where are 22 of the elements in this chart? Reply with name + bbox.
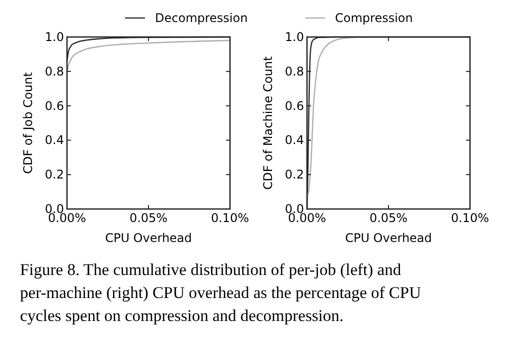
x-tick-label: 0.10% bbox=[450, 211, 490, 225]
x-tick-label: 0.05% bbox=[129, 211, 168, 225]
y-tick-label: 1.0 bbox=[44, 30, 64, 44]
y-tick-label: 0.4 bbox=[44, 133, 64, 148]
legend-label: Decompression bbox=[155, 11, 248, 25]
y-tick-label: 0.8 bbox=[44, 64, 64, 78]
y-tick-label: 0.2 bbox=[284, 168, 304, 182]
legend-label: Compression bbox=[335, 11, 413, 25]
caption: Figure 8. The cumulative distribution of per-job (left) and per-machine (right) CPU overhead as the percentage of CPU cycles spent on compression and decompression. bbox=[20, 260, 422, 325]
x-tick-label: 0.05% bbox=[369, 211, 408, 225]
x-axis-title: CPU Overhead bbox=[345, 231, 432, 245]
x-axis-title: CPU Overhead bbox=[105, 231, 192, 245]
y-tick-label: 0.6 bbox=[284, 98, 304, 113]
y-tick-label: 0.6 bbox=[44, 98, 64, 113]
y-axis-title: CDF of Job Count bbox=[21, 72, 35, 174]
y-tick-label: 1.0 bbox=[284, 30, 304, 44]
y-tick-label: 0.2 bbox=[44, 168, 64, 182]
line-series bbox=[66, 40, 231, 72]
y-axis-title: CDF of Machine Count bbox=[261, 56, 275, 190]
y-tick-label: 0.4 bbox=[284, 133, 304, 148]
x-tick-label: 0.10% bbox=[210, 211, 250, 225]
y-tick-label: 0.8 bbox=[284, 64, 304, 78]
